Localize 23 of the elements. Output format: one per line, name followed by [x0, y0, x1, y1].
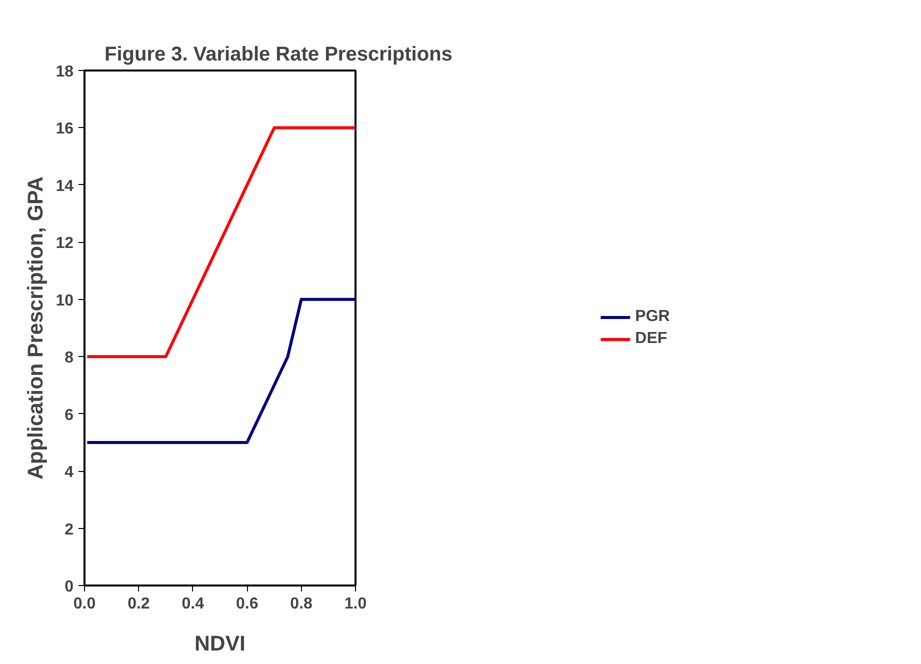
x-axis-title: NDVI — [194, 632, 246, 656]
y-tick-label: 0 — [64, 578, 74, 596]
y-tick-label: 14 — [56, 178, 74, 195]
x-tick-label: 0.8 — [290, 596, 313, 612]
x-tick-label: 1.0 — [344, 596, 367, 612]
y-tick-label: 4 — [64, 464, 74, 482]
chart-title: Figure 3. Variable Rate Prescriptions — [104, 44, 452, 66]
y-tick-label: 16 — [56, 120, 74, 138]
x-tick-label: 0.6 — [236, 596, 258, 612]
x-tick-label: 0.2 — [128, 596, 150, 612]
y-tick-label: 6 — [64, 406, 74, 424]
y-tick-label: 12 — [56, 235, 74, 252]
y-tick-label: 2 — [64, 521, 74, 538]
legend-label: DEF — [635, 330, 668, 348]
line-series — [86, 298, 356, 444]
x-tick-label: 0.4 — [182, 596, 204, 612]
line-series — [86, 126, 356, 358]
x-tick-label: 0.0 — [73, 596, 96, 612]
y-tick-label: 10 — [56, 292, 74, 310]
legend-label: PGR — [635, 308, 670, 326]
y-tick-label: 18 — [56, 64, 74, 80]
y-axis-title: Application Prescription, GPA — [24, 176, 48, 480]
y-tick-label: 8 — [64, 350, 74, 367]
